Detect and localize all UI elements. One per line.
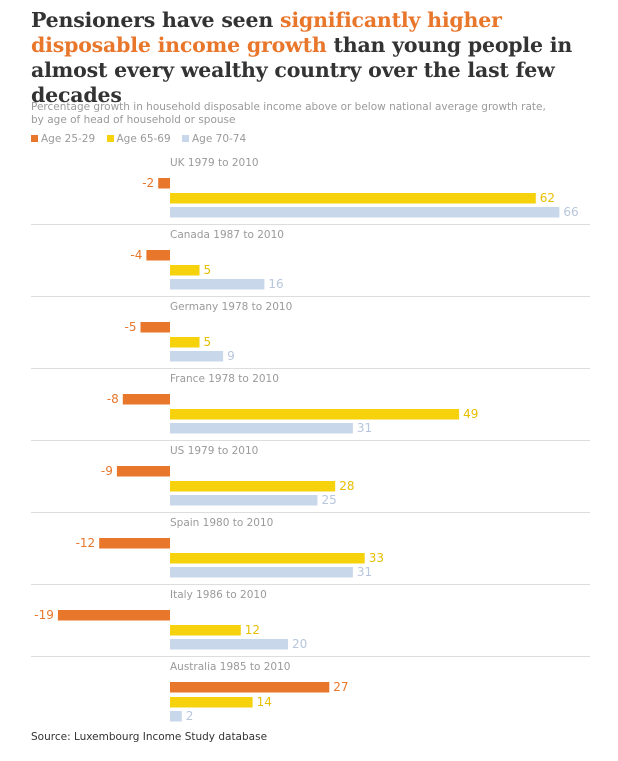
data-label: 66 bbox=[563, 205, 578, 219]
legend-swatch bbox=[106, 135, 114, 142]
data-label: -19 bbox=[34, 608, 54, 622]
data-label: -2 bbox=[142, 176, 154, 190]
legend-item-age-25-29: Age 25-29 bbox=[31, 133, 95, 145]
bar bbox=[116, 466, 170, 477]
category-label: Australia 1985 to 2010 bbox=[170, 661, 290, 673]
title-highlight: significantly higher disposable income g… bbox=[31, 8, 502, 57]
data-label: 2 bbox=[186, 709, 194, 723]
bar bbox=[146, 250, 170, 261]
bar bbox=[140, 322, 170, 333]
legend-label: Age 65-69 bbox=[116, 133, 171, 145]
bar bbox=[170, 625, 241, 636]
title-part-1: Pensioners have seen bbox=[31, 8, 280, 32]
data-label: 14 bbox=[257, 695, 272, 709]
legend: Age 25-29 Age 65-69 Age 70-74 bbox=[31, 133, 254, 145]
data-label: 12 bbox=[245, 623, 260, 637]
legend-swatch bbox=[31, 135, 38, 142]
legend-label: Age 70-74 bbox=[192, 133, 247, 145]
bar bbox=[99, 538, 170, 549]
legend-item-age-70-74: Age 70-74 bbox=[182, 133, 246, 145]
bar bbox=[170, 495, 318, 506]
category-label: Italy 1986 to 2010 bbox=[170, 589, 267, 601]
data-label: 28 bbox=[339, 479, 354, 493]
chart-title: Pensioners have seen significantly highe… bbox=[31, 8, 591, 108]
bar bbox=[170, 682, 330, 693]
legend-label: Age 25-29 bbox=[41, 133, 96, 145]
data-label: 31 bbox=[357, 565, 372, 579]
bar bbox=[170, 279, 265, 290]
category-label: France 1978 to 2010 bbox=[170, 373, 279, 385]
title-part-2: than young people in almost every wealth… bbox=[31, 33, 573, 107]
data-label: 49 bbox=[463, 407, 478, 421]
data-label: -5 bbox=[125, 320, 137, 334]
bar bbox=[170, 567, 353, 578]
bar bbox=[170, 207, 560, 218]
category-label: US 1979 to 2010 bbox=[170, 445, 258, 457]
category-label: Germany 1978 to 2010 bbox=[170, 301, 292, 313]
bar bbox=[170, 697, 253, 708]
bar bbox=[170, 265, 200, 276]
data-label: 62 bbox=[540, 191, 555, 205]
bar bbox=[122, 394, 170, 405]
data-label: 27 bbox=[333, 680, 348, 694]
data-label: 5 bbox=[204, 335, 212, 349]
bar bbox=[170, 337, 200, 348]
bar bbox=[170, 193, 536, 204]
source-note: Source: Luxembourg Income Study database bbox=[31, 731, 268, 743]
bar bbox=[170, 481, 336, 492]
category-label: Spain 1980 to 2010 bbox=[170, 517, 273, 529]
legend-item-age-65-69: Age 65-69 bbox=[106, 133, 171, 145]
bar bbox=[170, 639, 288, 650]
data-label: 5 bbox=[204, 263, 212, 277]
data-label: 31 bbox=[357, 421, 372, 435]
bar bbox=[158, 178, 170, 189]
bar bbox=[170, 711, 182, 722]
data-label: -4 bbox=[130, 248, 142, 262]
data-label: -8 bbox=[107, 392, 119, 406]
bar bbox=[170, 409, 460, 420]
category-label: Canada 1987 to 2010 bbox=[170, 229, 284, 241]
data-label: 25 bbox=[322, 493, 337, 507]
data-label: 16 bbox=[268, 277, 283, 291]
bar bbox=[170, 351, 224, 362]
bar bbox=[170, 423, 353, 434]
data-label: 9 bbox=[227, 349, 235, 363]
data-label: 20 bbox=[292, 637, 307, 651]
data-label: -9 bbox=[101, 464, 113, 478]
bar bbox=[170, 553, 365, 564]
legend-swatch bbox=[182, 135, 189, 142]
chart-subtitle: Percentage growth in household disposabl… bbox=[31, 101, 591, 126]
data-label: 33 bbox=[369, 551, 384, 565]
category-label: UK 1979 to 2010 bbox=[170, 157, 259, 169]
data-label: -12 bbox=[76, 536, 96, 550]
subtitle-line-1: Percentage growth in household disposabl… bbox=[31, 101, 546, 113]
bar bbox=[57, 610, 170, 621]
subtitle-line-2: by age of head of household or spouse bbox=[31, 113, 236, 126]
